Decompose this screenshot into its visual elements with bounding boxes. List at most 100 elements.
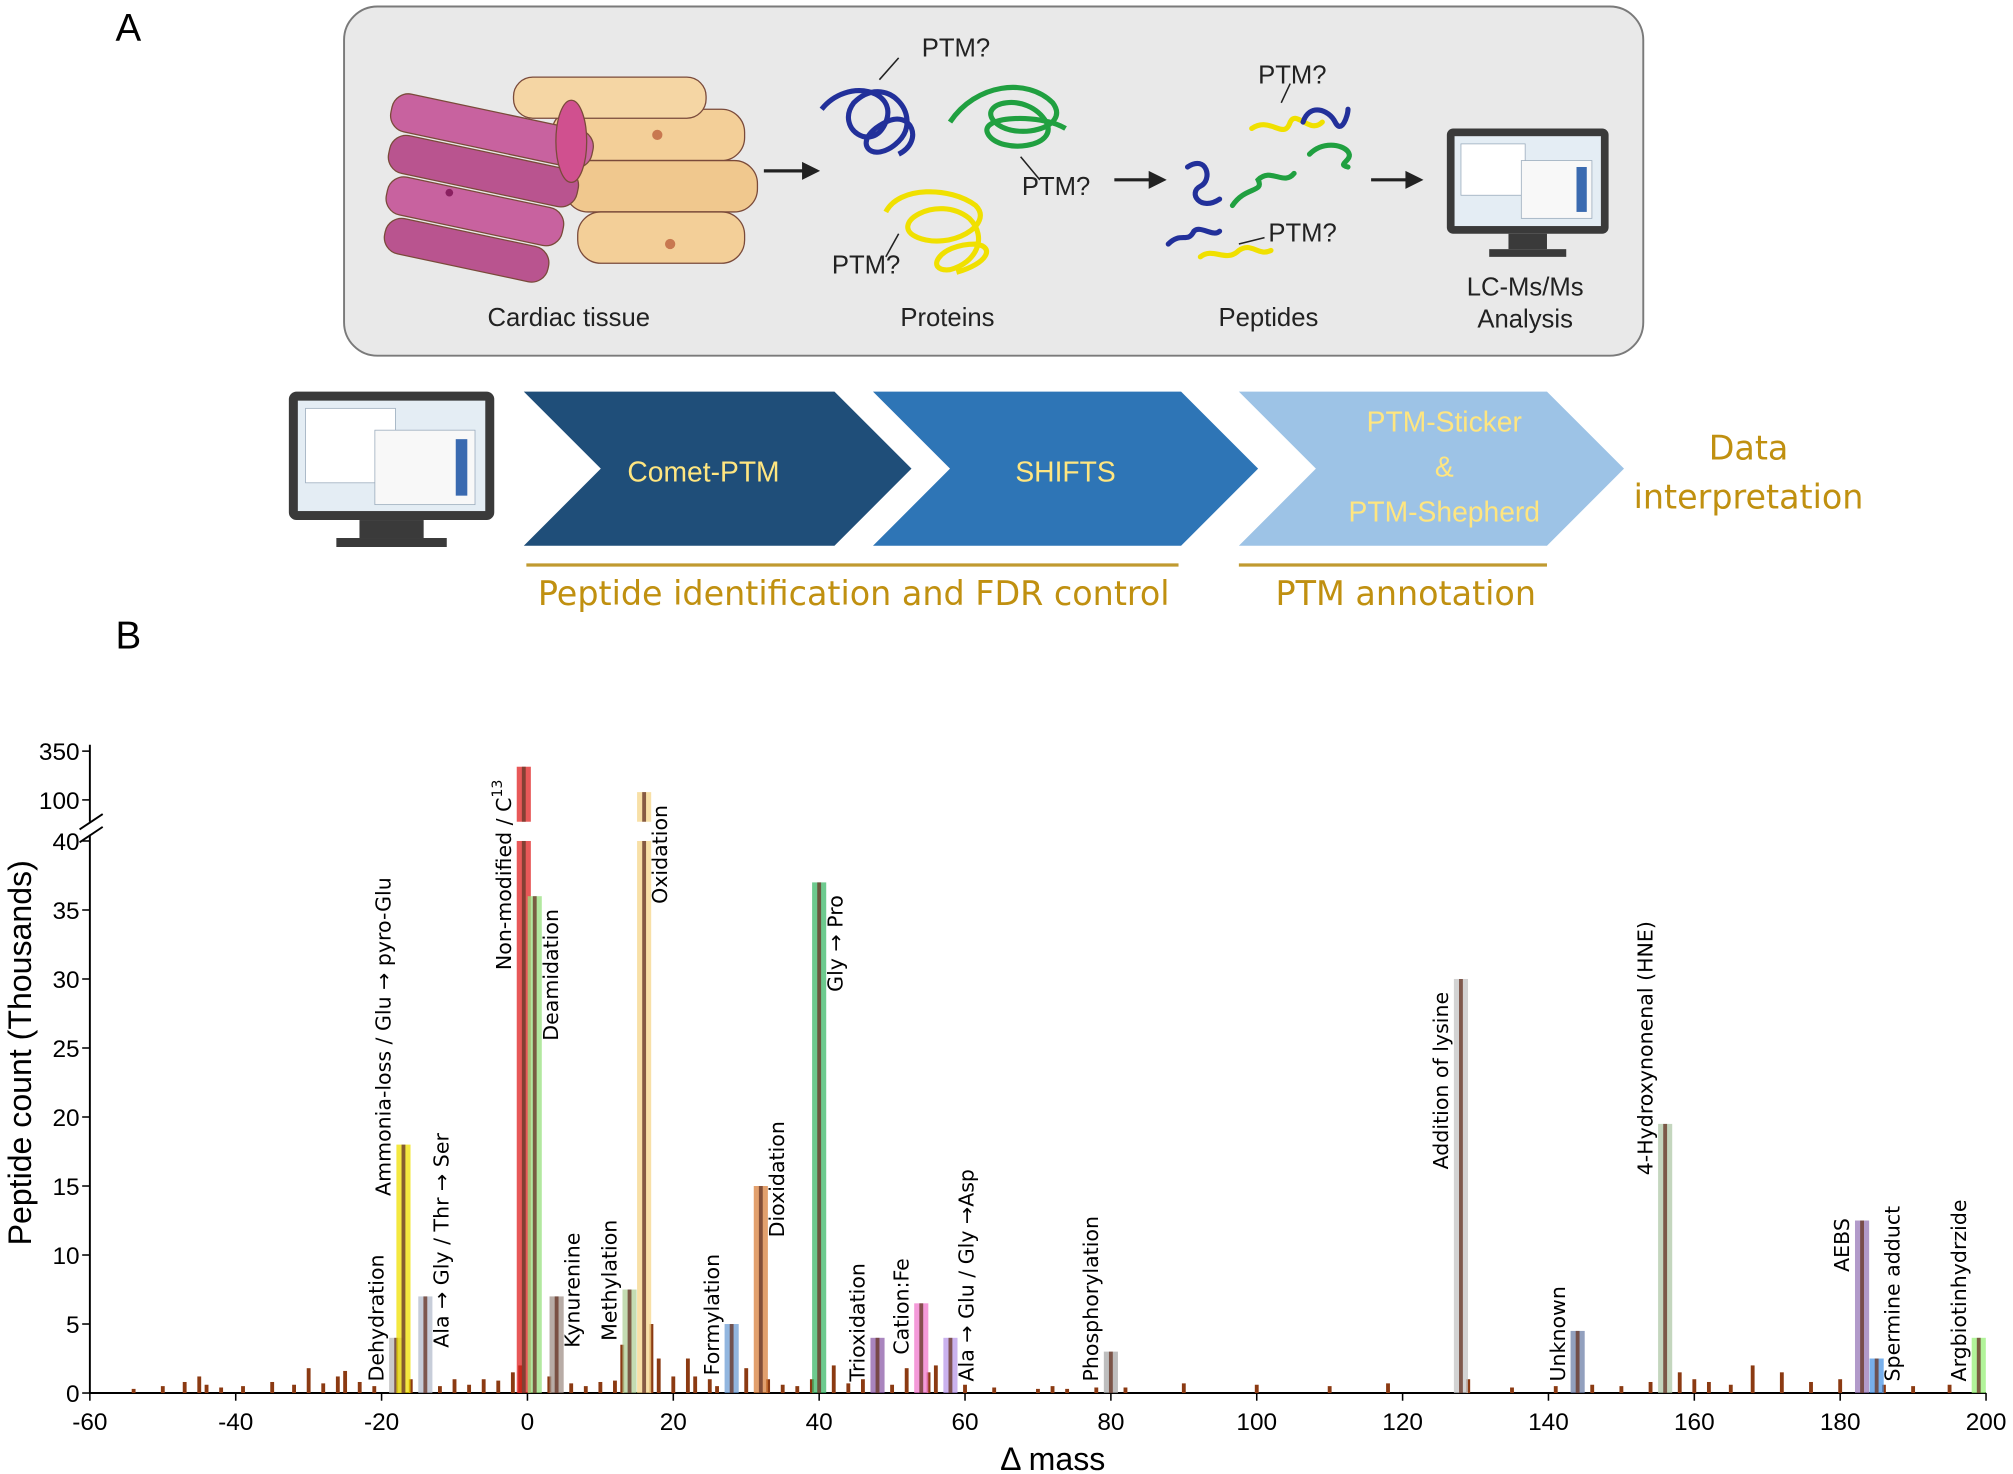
background-bar [1181, 1383, 1186, 1394]
ptm-label: PTM? [832, 252, 900, 280]
y-tick-label: 40 [52, 829, 79, 856]
peak-label: Unknown [1546, 1286, 1570, 1381]
peak-core [423, 1296, 428, 1394]
peak-core [554, 1296, 559, 1394]
background-bar [1553, 1386, 1558, 1394]
background-bar [613, 1380, 617, 1394]
y-tick-label: 15 [52, 1174, 79, 1201]
peak-label: Ala → Gly / Thr → Ser [429, 1133, 453, 1348]
background-bar [197, 1376, 202, 1394]
peak-label-text: Ala → Glu / Gly →Asp [955, 1169, 979, 1381]
background-bar [744, 1368, 749, 1394]
background-bar [1036, 1388, 1040, 1394]
peak-label-text: Cation:Fe [889, 1258, 913, 1354]
background-bar [481, 1379, 486, 1394]
background-bar [766, 1379, 771, 1394]
peak-label-text: Ammonia-loss / Glu → pyro-Glu [372, 877, 396, 1196]
background-bar [569, 1383, 574, 1394]
background-bar [933, 1365, 938, 1394]
y-tick-label: 20 [52, 1105, 79, 1132]
peak-label: Cation:Fe [889, 1258, 913, 1354]
x-tick-label: 140 [1528, 1409, 1569, 1436]
peak-label: Dioxidation [765, 1121, 789, 1237]
final-step: Data [1709, 429, 1789, 468]
bracket-label: PTM annotation [1276, 574, 1536, 613]
background-bar [904, 1368, 909, 1394]
background-bar [809, 1379, 814, 1394]
ptm-label: PTM? [1258, 62, 1326, 90]
background-bar [467, 1384, 472, 1394]
peak-label-text: 4-Hydroxynonenal (HNE) [1633, 921, 1657, 1175]
background-bar [1619, 1386, 1624, 1394]
pipeline-chevron [1238, 391, 1625, 546]
background-bar [1911, 1386, 1916, 1394]
peak-label-text: Unknown [1546, 1286, 1570, 1381]
x-tick-label: -40 [218, 1409, 253, 1436]
background-bar [1094, 1387, 1099, 1394]
x-tick-label: 200 [1966, 1409, 2007, 1436]
peak-core [875, 1337, 880, 1394]
background-bar [992, 1387, 997, 1394]
peak-core [1575, 1330, 1580, 1394]
background-bar [182, 1381, 187, 1394]
background-bar [219, 1387, 224, 1394]
background-bar [204, 1384, 209, 1394]
step-label: & [1435, 450, 1454, 482]
background-bar [1123, 1387, 1128, 1394]
pipeline-chevron [523, 391, 912, 546]
background-bar [496, 1380, 501, 1394]
peak-core [729, 1324, 734, 1394]
peak-label: Ammonia-loss / Glu → pyro-Glu [372, 877, 396, 1196]
ptm-label: PTM? [1268, 219, 1336, 247]
background-bar [1677, 1372, 1682, 1394]
background-bar [1692, 1379, 1697, 1394]
peak-core [642, 840, 647, 1394]
y-axis-title: Peptide count (Thousands) [2, 860, 38, 1245]
background-bar [780, 1384, 785, 1394]
peak-label-text: Argbiotinhydrzide [1947, 1199, 1971, 1381]
background-bar [438, 1386, 442, 1394]
protein-squiggles [819, 84, 1067, 275]
peak-label-text: Addition of lysine [1429, 992, 1453, 1170]
background-bar [1510, 1387, 1514, 1394]
peak-label-text: AEBS [1830, 1218, 1854, 1272]
background-bar [1590, 1384, 1595, 1394]
final-step: interpretation [1634, 477, 1864, 516]
y-tick-label: 5 [66, 1312, 80, 1339]
background-bar [1838, 1379, 1843, 1394]
background-bar [372, 1386, 377, 1394]
stage-label: LC-Ms/Ms [1467, 273, 1584, 301]
background-bar [1386, 1383, 1390, 1394]
peak-label: Addition of lysine [1429, 992, 1453, 1170]
peak-label-text: Dioxidation [765, 1121, 789, 1237]
peak-core [1874, 1358, 1879, 1394]
background-bar [795, 1386, 800, 1394]
background-bar [860, 1379, 865, 1394]
peak-core [919, 1303, 924, 1394]
axis-break [79, 813, 104, 831]
background-bar [598, 1381, 603, 1394]
pipeline-chevron [872, 391, 1259, 546]
stage-label: Cardiac tissue [487, 304, 650, 332]
peak-label-text: Spermine adduct [1881, 1206, 1905, 1382]
background-bar [321, 1383, 326, 1394]
y-tick-label: 0 [66, 1381, 80, 1408]
peak-label-sup: 13 [490, 780, 506, 798]
background-bar [343, 1370, 348, 1394]
stage-label: Proteins [900, 304, 994, 332]
background-bar [685, 1358, 690, 1394]
background-bar [707, 1379, 712, 1394]
background-bar [131, 1388, 136, 1394]
stage-label: Analysis [1477, 305, 1573, 333]
peak-core [532, 896, 537, 1394]
bracket-label: Peptide identification and FDR control [538, 574, 1170, 613]
y-tick-label: 350 [39, 739, 80, 766]
step-label: PTM-Shepherd [1349, 495, 1540, 527]
x-tick-label: 0 [521, 1409, 535, 1436]
axis-break [79, 826, 104, 844]
background-bar [160, 1386, 165, 1394]
background-bar [620, 1344, 625, 1394]
peak-label-text: Ala → Gly / Thr → Ser [429, 1133, 453, 1348]
